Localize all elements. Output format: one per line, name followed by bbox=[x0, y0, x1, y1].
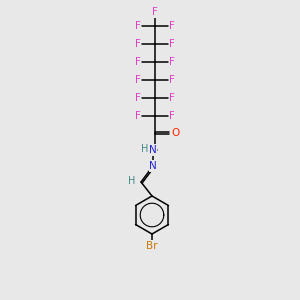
Text: N: N bbox=[149, 161, 157, 171]
Text: F: F bbox=[169, 39, 175, 49]
Text: N: N bbox=[149, 145, 157, 155]
Text: F: F bbox=[169, 111, 175, 121]
Text: F: F bbox=[135, 57, 141, 67]
Text: F: F bbox=[152, 7, 158, 17]
Text: H: H bbox=[128, 176, 136, 186]
Text: F: F bbox=[135, 93, 141, 103]
Text: F: F bbox=[169, 93, 175, 103]
Text: F: F bbox=[135, 21, 141, 31]
Text: F: F bbox=[169, 75, 175, 85]
Text: F: F bbox=[135, 75, 141, 85]
Text: H: H bbox=[141, 144, 149, 154]
Text: F: F bbox=[169, 57, 175, 67]
Text: Br: Br bbox=[146, 241, 158, 251]
Text: F: F bbox=[135, 39, 141, 49]
Text: F: F bbox=[135, 111, 141, 121]
Text: F: F bbox=[169, 21, 175, 31]
Text: O: O bbox=[172, 128, 180, 138]
